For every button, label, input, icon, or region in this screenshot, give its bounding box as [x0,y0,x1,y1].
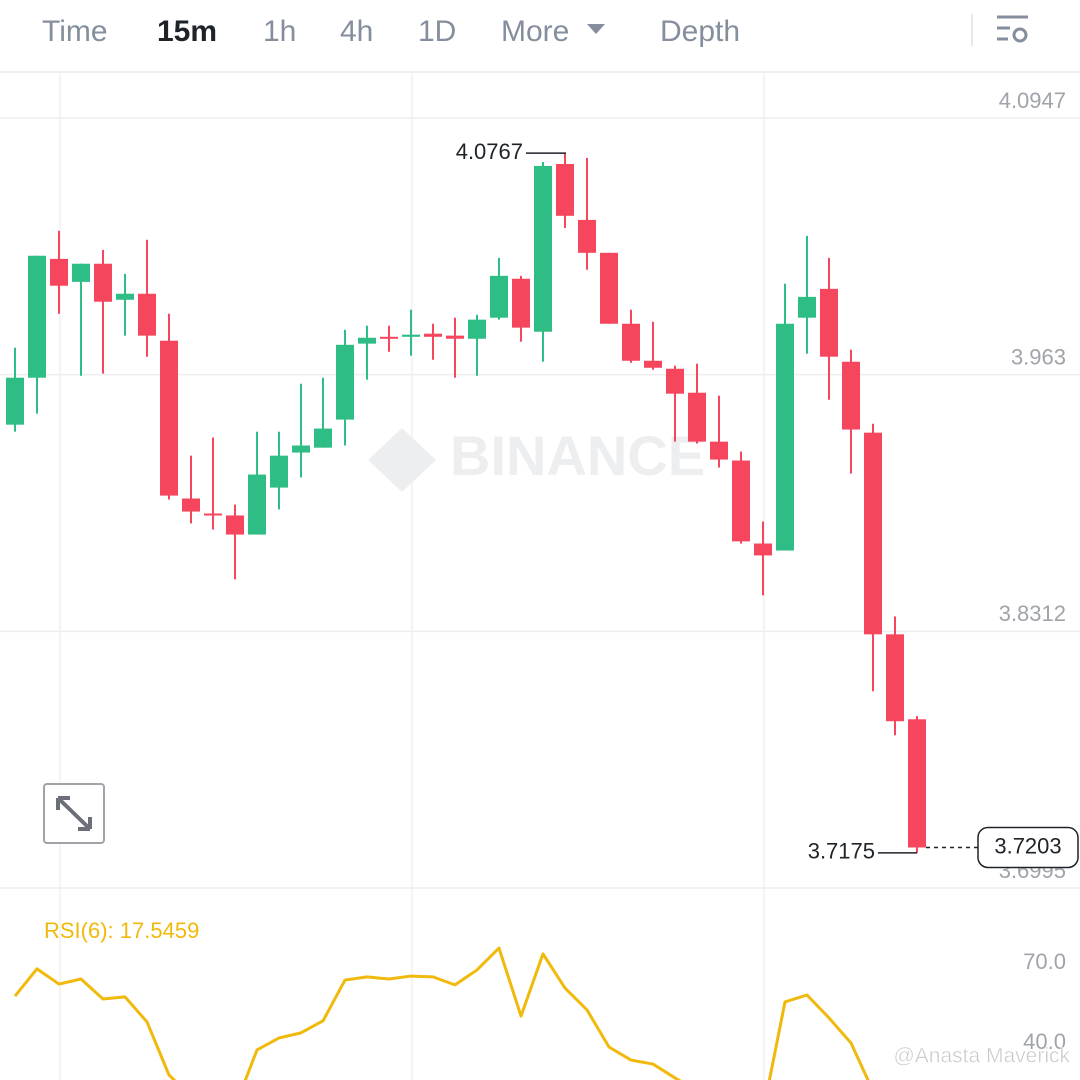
rsi-title: RSI(6): 17.5459 [44,918,199,943]
expand-button[interactable] [43,783,105,844]
y-tick-label: 40.0 [1023,1029,1066,1054]
last-price-box [977,826,1079,869]
candle-body [842,361,860,430]
dropdown-arrow [587,24,605,34]
toolbar [0,0,1080,72]
tab[interactable]: 1D [418,15,456,48]
candle-body [116,293,134,300]
candle-body [820,288,838,357]
candle-body [468,319,486,339]
candle-body [732,460,750,542]
candle-body [446,335,464,339]
candle-body [380,336,398,339]
y-tick-label: 70.0 [1023,949,1066,974]
candle-body [358,337,376,344]
candle-body [908,719,926,848]
candle-body [292,445,310,453]
y-tick-label: 3.8312 [999,601,1066,626]
candle-body [512,278,530,328]
tab[interactable]: 4h [340,15,373,48]
candle-body [556,163,574,216]
candle-body [864,432,882,635]
tab[interactable]: Time [42,15,108,48]
candle-body [94,263,112,302]
tab[interactable]: 1h [263,15,296,48]
credit: @Anasta Maverick [893,1045,1070,1068]
candle-body [578,219,596,253]
candle-body [270,455,288,488]
min-label: 3.7175 [808,839,875,864]
candle-body [314,428,332,448]
candle-body [72,263,90,282]
candle-body [534,165,552,332]
candle-body [424,333,442,337]
rsi-clip [13,946,870,1080]
last-price-label: 3.7203 [994,833,1061,858]
tab[interactable]: Depth [660,15,740,48]
candle-body [886,634,904,722]
candle-body [28,255,46,378]
tab[interactable]: More [501,15,569,48]
candle-body [754,543,772,556]
candle-body [666,368,684,394]
candle-body [336,344,354,420]
candle-body [490,275,508,318]
candle-body [226,515,244,535]
candle-body [6,377,24,425]
watermark-logo [368,428,436,492]
y-tick-label: 3.963 [1011,344,1066,369]
max-label: 4.0767 [456,139,523,164]
candle-body [710,441,728,460]
candle-body [776,323,794,551]
candle-body [50,258,68,286]
candle-body [138,293,156,336]
rsi-line [13,946,870,1080]
candle-body [688,392,706,442]
candle-body [182,498,200,512]
candle-body [402,334,420,337]
candle-body [204,513,222,516]
candle-body [798,296,816,318]
candle-body [160,340,178,496]
candle-body [644,360,662,368]
watermark: BINANCE [450,424,705,487]
settings-icon[interactable] [997,15,1028,43]
candle-body [248,474,266,535]
tab[interactable]: 15m [157,15,217,48]
y-tick-label: 4.0947 [999,88,1066,113]
candle-body [622,323,640,361]
candle-body [600,252,618,324]
